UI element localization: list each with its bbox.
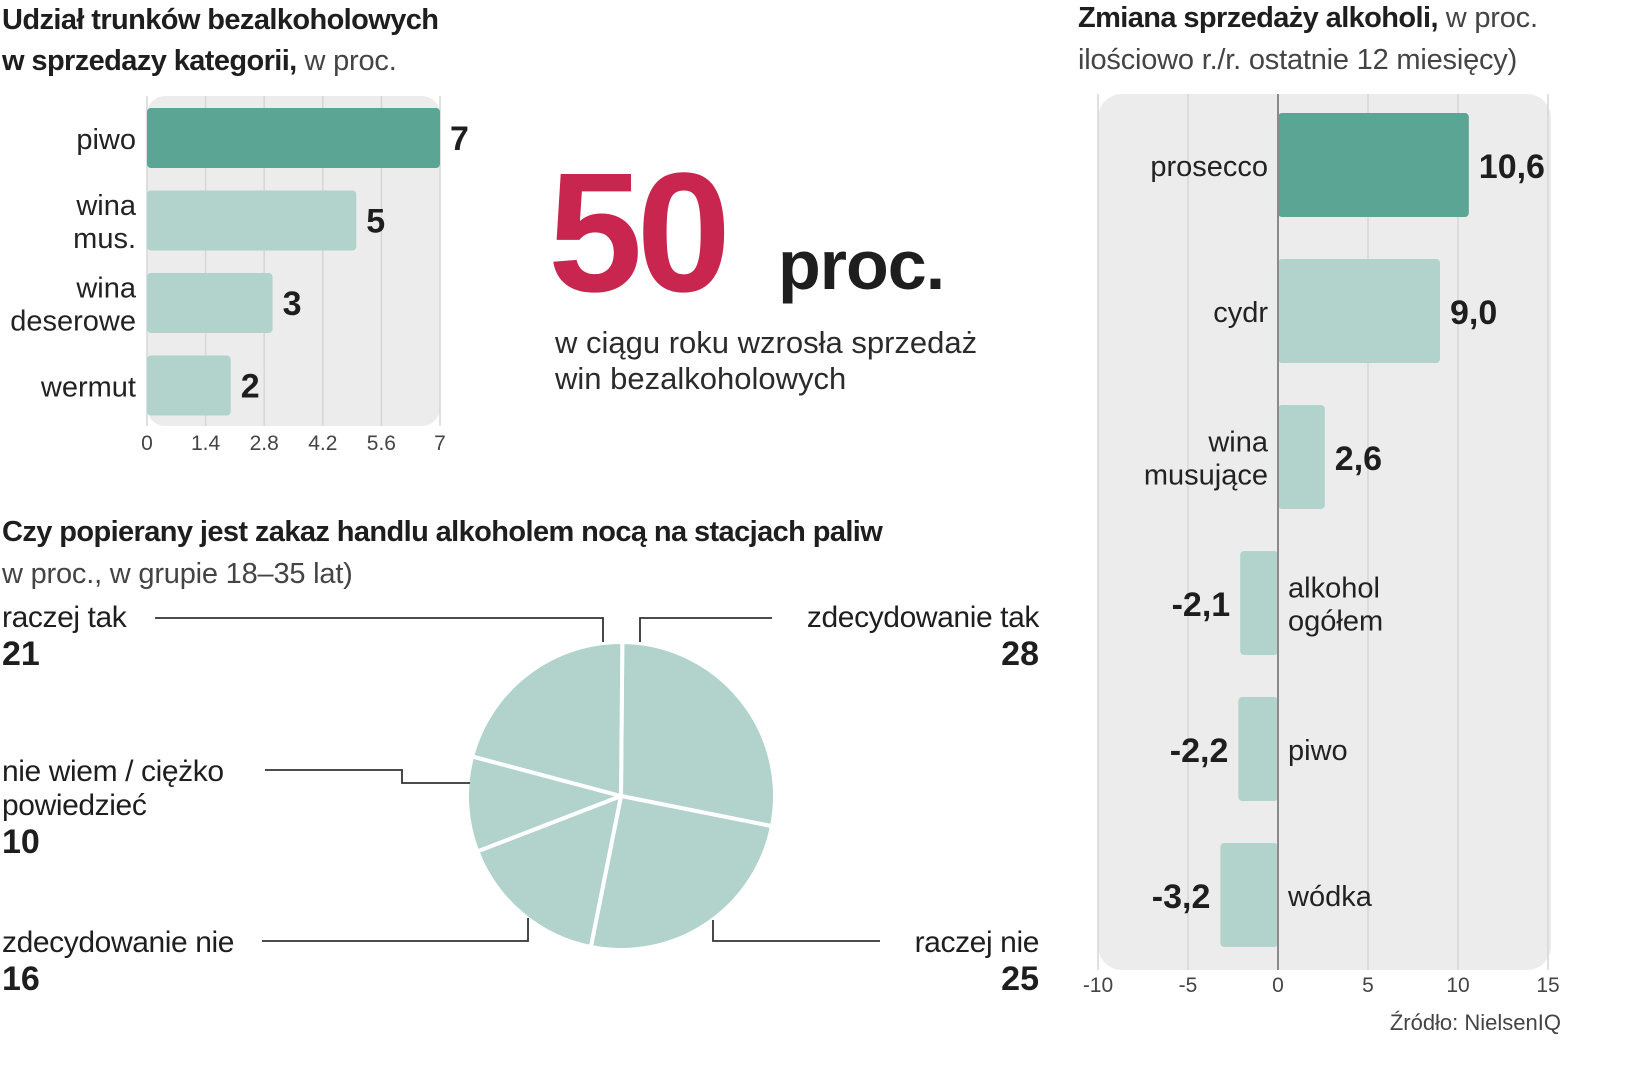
stat-description: w ciągu roku wzrosła sprzedaż win bezalk… — [555, 325, 1075, 397]
pie-leader-line — [712, 920, 880, 942]
left-chart-title-line2: w sprzedazy kategorii, w proc. — [2, 41, 438, 82]
right-category-label: wódka — [1287, 881, 1373, 913]
left-chart-title-line1: Udział trunków bezalkoholowych — [2, 4, 439, 36]
right-tick-label: 0 — [1272, 974, 1284, 997]
pie-label-zdecydowanie-tak: zdecydowanie tak 28 — [807, 601, 1039, 673]
left-chart-title: Udział trunków bezalkoholowych w sprzeda… — [2, 0, 439, 82]
stat-value: 50 — [548, 138, 731, 328]
left-value-label: 7 — [450, 120, 469, 158]
left-category-label: deserowe — [10, 306, 136, 338]
pie-label-value: 10 — [2, 823, 40, 861]
pie-slice — [465, 754, 623, 854]
right-category-label: prosecco — [1150, 151, 1268, 183]
right-chart-subtitle: ilościowo r./r. ostatnie 12 miesięcy) — [1078, 44, 1518, 76]
right-category-label: alkohol — [1288, 573, 1380, 605]
pie-leader-line — [155, 617, 604, 642]
pie-leader-line — [265, 769, 470, 784]
right-chart-panel — [1098, 94, 1551, 970]
pie-label-text: raczej nie — [914, 926, 1040, 959]
right-value-label: 10,6 — [1479, 148, 1545, 186]
left-tick-label: 2.8 — [250, 432, 279, 455]
pie-label-text-line2: powiedzieć — [2, 789, 147, 822]
pie-label-raczej-nie: raczej nie 25 — [914, 926, 1040, 998]
pie-label-raczej-tak: raczej tak 21 — [2, 601, 127, 673]
pie-slice — [588, 794, 775, 952]
right-chart-title-unit: w proc. — [1437, 2, 1538, 34]
left-bar — [147, 355, 231, 416]
left-bar — [147, 190, 357, 251]
right-value-label: 9,0 — [1450, 294, 1497, 332]
left-value-label: 3 — [283, 285, 302, 323]
pie-label-text: zdecydowanie nie — [2, 926, 235, 959]
pie-slice — [619, 640, 777, 829]
pie-chart-subtitle: w proc., w grupie 18–35 lat) — [2, 558, 353, 590]
left-tick-label: 5.6 — [367, 432, 396, 455]
left-category-label: mus. — [73, 223, 136, 255]
right-tick-label: 15 — [1536, 974, 1559, 997]
stat-description-line2: win bezalkoholowych — [555, 361, 847, 396]
left-tick-label: 0 — [141, 432, 153, 455]
right-category-label: wina — [1207, 427, 1269, 459]
left-value-label: 2 — [241, 368, 260, 406]
pie-label-text-line1: nie wiem / ciężko — [2, 755, 224, 788]
pie-label-text: raczej tak — [2, 601, 127, 634]
right-bar — [1278, 259, 1440, 363]
pie-label-value: 25 — [1001, 960, 1039, 998]
right-value-label: -3,2 — [1152, 878, 1211, 916]
right-bar — [1238, 697, 1278, 801]
left-tick-label: 4.2 — [308, 432, 337, 455]
right-chart-title-bold: Zmiana sprzedaży alkoholi, — [1078, 2, 1439, 34]
right-bar — [1278, 113, 1469, 217]
pie-chart-title: Czy popierany jest zakaz handlu alkohole… — [2, 516, 883, 548]
stat-unit: proc. — [778, 226, 945, 304]
right-value-label: 2,6 — [1335, 440, 1382, 478]
pie-label-text: zdecydowanie tak — [806, 601, 1039, 634]
pie-chart — [155, 617, 880, 952]
left-chart-title-unit: w proc. — [296, 44, 397, 77]
right-category-label: piwo — [1288, 735, 1348, 767]
stat-description-line1: w ciągu roku wzrosła sprzedaż — [555, 325, 978, 360]
right-tick-label: 10 — [1446, 974, 1469, 997]
pie-label-zdecydowanie-nie: zdecydowanie nie 16 — [2, 926, 234, 998]
right-chart-title: Zmiana sprzedaży alkoholi, w proc. — [1078, 0, 1538, 39]
pie-leader-line — [639, 617, 772, 642]
right-category-label: musujące — [1144, 460, 1268, 492]
pie-label-value: 21 — [2, 635, 40, 673]
stat-block: 50 — [548, 148, 731, 318]
left-tick-label: 7 — [434, 432, 446, 455]
right-value-label: -2,2 — [1170, 732, 1229, 770]
left-tick-label: 1.4 — [191, 432, 221, 455]
left-category-label: piwo — [76, 124, 136, 156]
pie-slice — [475, 794, 623, 950]
right-category-label: ogółem — [1288, 606, 1383, 638]
pie-label-value: 28 — [1001, 635, 1039, 673]
right-value-label: -2,1 — [1172, 586, 1231, 624]
right-bar-chart: -10 -5 0 5 10 15 10,6 prosecco 9,0 cydr 2,6 winamus… — [1083, 94, 1560, 997]
left-value-label: 5 — [366, 203, 385, 241]
left-chart-title-bold: w sprzedazy kategorii, — [2, 44, 297, 77]
left-category-label: wina — [75, 190, 137, 222]
right-tick-label: 5 — [1362, 974, 1374, 997]
right-bar — [1220, 843, 1278, 947]
pie-label-nie-wiem: nie wiem / ciężko powiedzieć 10 — [2, 755, 224, 861]
left-chart-panel — [147, 96, 440, 426]
left-category-label: wina — [75, 273, 137, 305]
right-tick-label: -5 — [1179, 974, 1198, 997]
right-tick-label: -10 — [1083, 974, 1113, 997]
right-bar — [1278, 405, 1325, 509]
source-note: Źródło: NielsenIQ — [1389, 1010, 1561, 1035]
right-bar — [1240, 551, 1278, 655]
left-bar — [147, 273, 273, 333]
left-bar-chart: 0 1.4 2.8 4.2 5.6 77piwo5winamus.3winadeserow… — [10, 96, 469, 455]
left-category-label: wermut — [40, 372, 136, 404]
pie-leader-line — [262, 918, 529, 942]
left-bar — [147, 108, 440, 168]
right-category-label: cydr — [1213, 297, 1268, 329]
pie-slice — [470, 640, 625, 798]
pie-label-value: 16 — [2, 960, 40, 998]
